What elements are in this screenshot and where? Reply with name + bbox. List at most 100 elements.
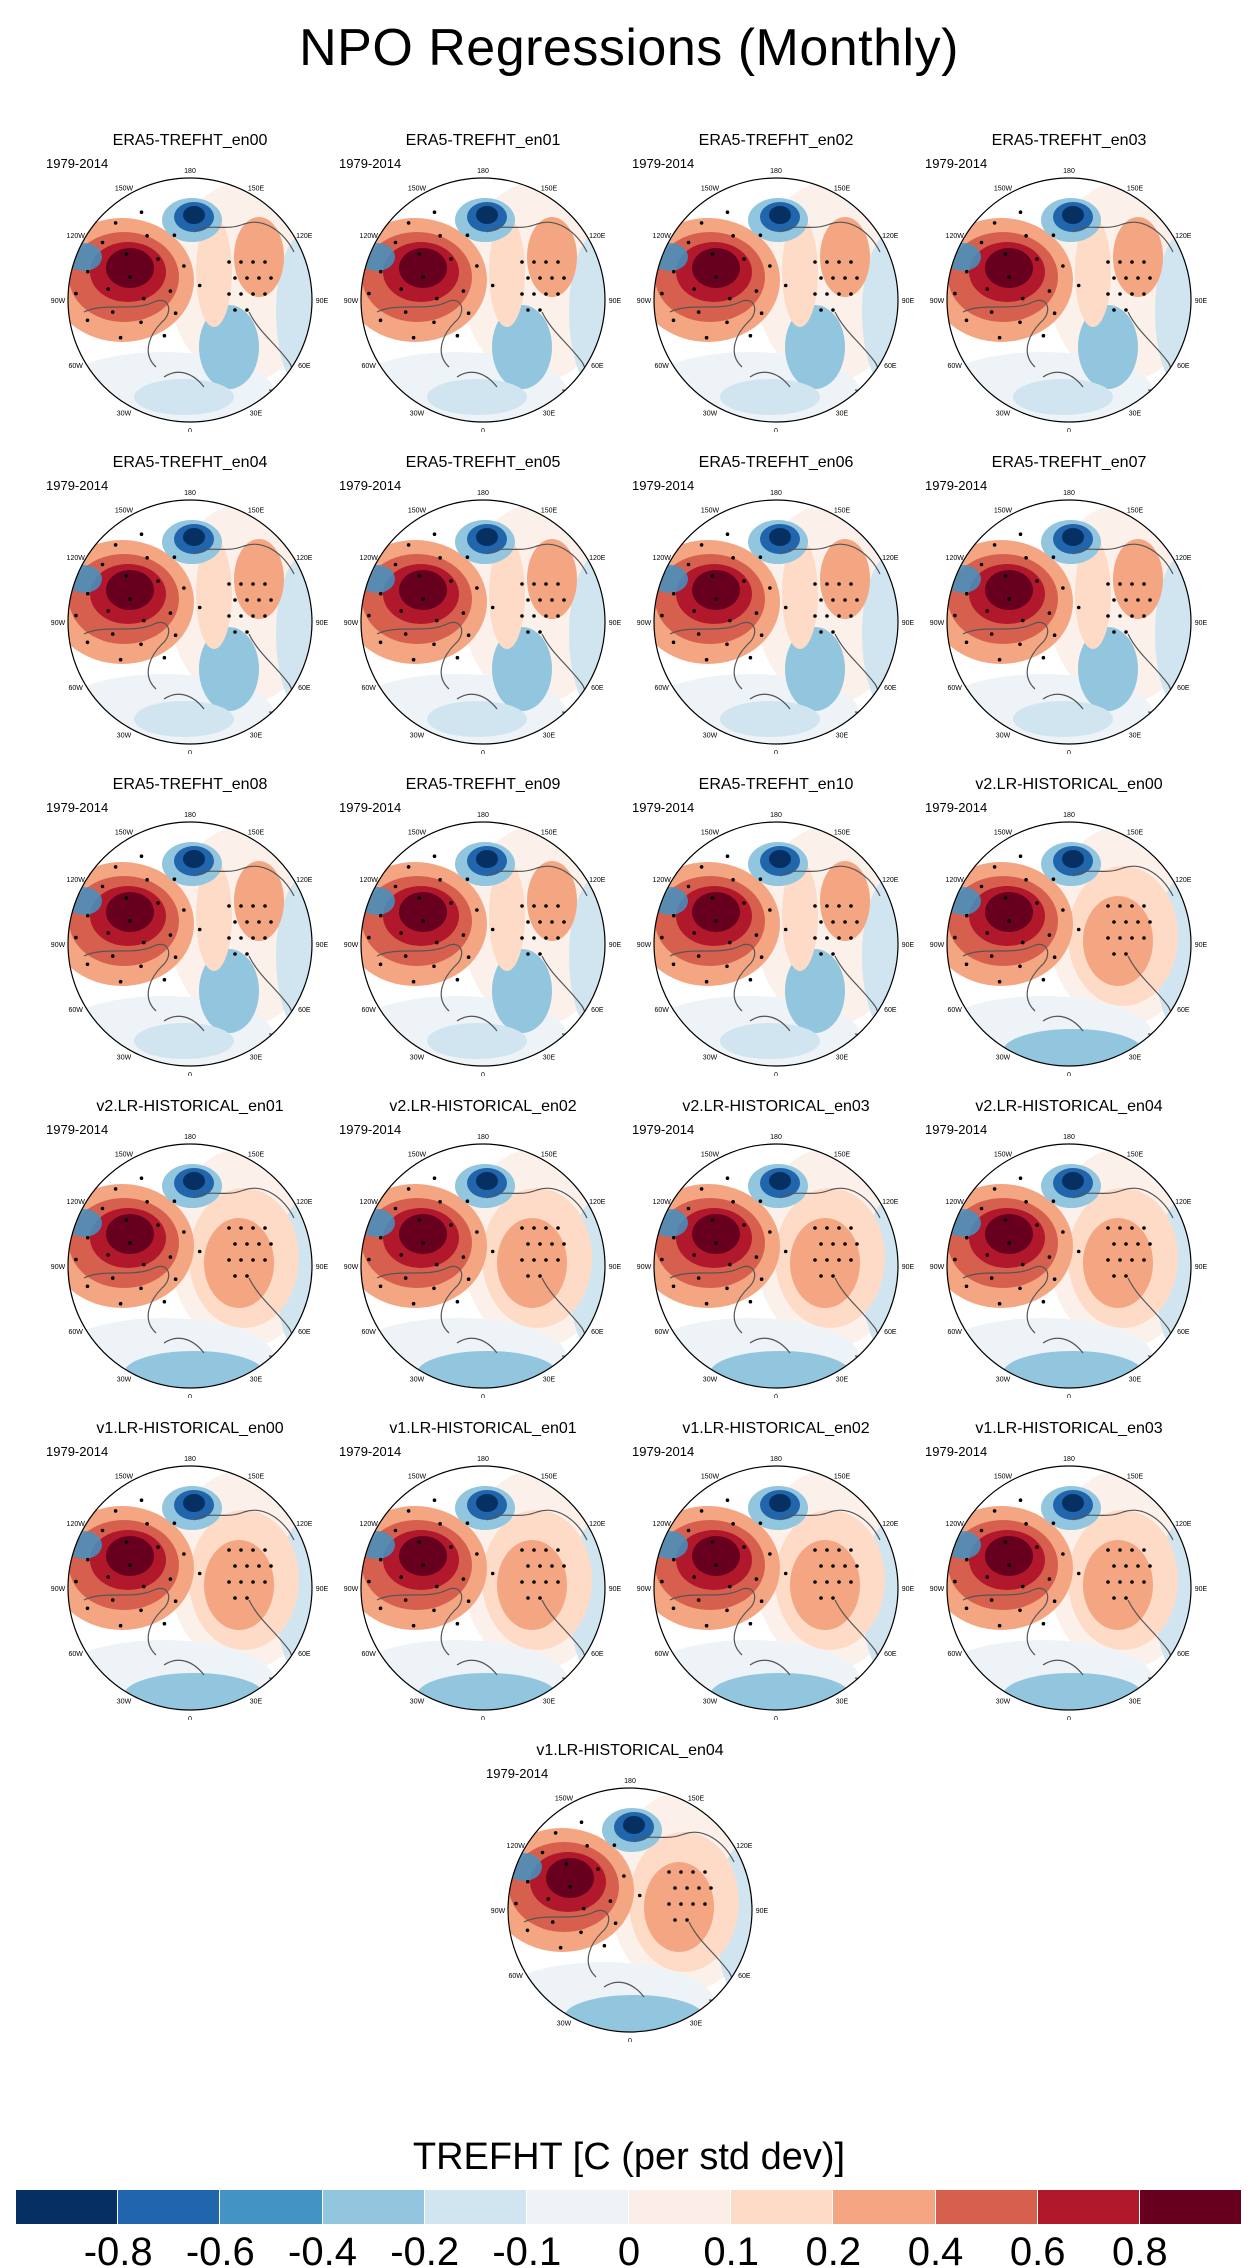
map-panel: ERA5-TREFHT_en00 1979-2014 180 150E 120E 90E 6… [44, 132, 336, 432]
longitude-label: 120W [360, 555, 379, 562]
longitude-label: 30W [117, 1377, 132, 1384]
longitude-label: 120W [946, 1521, 965, 1528]
longitude-label: 120E [736, 1843, 753, 1850]
longitude-label: 30E [836, 1377, 849, 1384]
longitude-label: 30W [410, 733, 425, 740]
longitude-label: 60E [298, 685, 311, 692]
longitude-label: 30E [1129, 1699, 1142, 1706]
longitude-label: 60E [1177, 1329, 1190, 1336]
longitude-label: 150W [994, 185, 1013, 192]
longitude-label: 150W [701, 1151, 720, 1158]
longitude-label: 150W [408, 507, 427, 514]
longitude-label: 120W [946, 233, 965, 240]
polar-map: 180 150E 120E 90E 60E 30E 0 30W 60W 90W 120W 150W [51, 490, 329, 754]
panel-period: 1979-2014 [486, 1766, 549, 1781]
longitude-label: 120E [296, 1521, 313, 1528]
longitude-label: 30W [117, 411, 132, 418]
longitude-label: 150E [1127, 1151, 1144, 1158]
map-panel: ERA5-TREFHT_en07 1979-2014 180 150E 120E 90E 6… [923, 454, 1215, 754]
longitude-label: 0 [628, 2038, 632, 2042]
colorbar-segment [526, 2190, 630, 2224]
longitude-label: 0 [774, 1394, 778, 1398]
longitude-label: 150W [994, 1473, 1013, 1480]
map-panel: v1.LR-HISTORICAL_en03 1979-2014 180 150E 120… [923, 1420, 1215, 1720]
longitude-label: 60W [947, 1007, 962, 1014]
longitude-label: 60E [591, 1329, 604, 1336]
panel-period: 1979-2014 [925, 800, 988, 815]
panel-title: ERA5-TREFHT_en10 [698, 776, 854, 793]
longitude-label: 180 [770, 812, 782, 819]
longitude-label: 60W [654, 685, 669, 692]
longitude-label: 90W [930, 1264, 945, 1271]
longitude-label: 180 [1063, 812, 1075, 819]
colorbar-segment [731, 2190, 834, 2224]
longitude-label: 90E [902, 298, 915, 305]
longitude-label: 30E [836, 411, 849, 418]
colorbar-segment [1037, 2190, 1140, 2224]
polar-map: 180 150E 120E 90E 60E 30E 0 30W 60W 90W 120W 150W [637, 490, 915, 754]
map-panel: v2.LR-HISTORICAL_en00 1979-2014 180 150E 120… [923, 776, 1215, 1076]
longitude-label: 150E [541, 829, 558, 836]
panel-title: ERA5-TREFHT_en02 [698, 132, 854, 149]
longitude-label: 60W [654, 1651, 669, 1658]
colorbar-tick-label: 0.8 [1112, 2230, 1168, 2268]
longitude-label: 120W [67, 233, 86, 240]
longitude-label: 90E [756, 1908, 769, 1915]
longitude-label: 90E [316, 1586, 329, 1593]
longitude-label: 90W [51, 942, 66, 949]
panel-title: v1.LR-HISTORICAL_en01 [389, 1420, 577, 1437]
colorbar-tick-label: -0.4 [288, 2230, 357, 2268]
longitude-label: 90W [344, 1586, 359, 1593]
longitude-label: 0 [481, 428, 485, 432]
longitude-label: 60W [68, 1651, 83, 1658]
longitude-label: 180 [1063, 168, 1075, 175]
longitude-label: 150W [115, 185, 134, 192]
panel-title: v2.LR-HISTORICAL_en01 [96, 1098, 284, 1115]
longitude-label: 150E [834, 507, 851, 514]
longitude-label: 60W [361, 1007, 376, 1014]
longitude-label: 150E [248, 1151, 265, 1158]
longitude-label: 120W [67, 1521, 86, 1528]
longitude-label: 90E [902, 1586, 915, 1593]
longitude-label: 0 [1067, 1394, 1071, 1398]
panel-period: 1979-2014 [46, 800, 109, 815]
longitude-label: 90W [51, 620, 66, 627]
longitude-label: 30E [543, 411, 556, 418]
map-panel: ERA5-TREFHT_en08 1979-2014 180 150E 120E 90E 6… [44, 776, 336, 1076]
longitude-label: 120W [653, 555, 672, 562]
panel-period: 1979-2014 [339, 800, 402, 815]
longitude-label: 60W [654, 1007, 669, 1014]
longitude-label: 30E [1129, 1055, 1142, 1062]
longitude-label: 150W [115, 1151, 134, 1158]
longitude-label: 120W [360, 1199, 379, 1206]
map-panel: v2.LR-HISTORICAL_en04 1979-2014 180 150E 120… [923, 1098, 1215, 1398]
map-panel: ERA5-TREFHT_en02 1979-2014 180 150E 120E 90E 6… [630, 132, 922, 432]
map-panel: ERA5-TREFHT_en03 1979-2014 180 150E 120E 90E 6… [923, 132, 1215, 432]
longitude-label: 150W [408, 829, 427, 836]
panel-title: v1.LR-HISTORICAL_en04 [536, 1742, 724, 1759]
panel-title: ERA5-TREFHT_en01 [405, 132, 561, 149]
longitude-label: 180 [770, 1134, 782, 1141]
longitude-label: 30E [1129, 411, 1142, 418]
longitude-label: 0 [188, 428, 192, 432]
longitude-label: 90W [344, 1264, 359, 1271]
longitude-label: 60E [298, 363, 311, 370]
polar-map: 180 150E 120E 90E 60E 30E 0 30W 60W 90W 120W 150W [930, 1456, 1208, 1720]
longitude-label: 90E [316, 620, 329, 627]
panel-period: 1979-2014 [339, 1122, 402, 1137]
longitude-label: 30W [996, 733, 1011, 740]
longitude-label: 150E [248, 1473, 265, 1480]
longitude-label: 60E [884, 685, 897, 692]
longitude-label: 90W [51, 1586, 66, 1593]
longitude-label: 90W [930, 1586, 945, 1593]
panel-period: 1979-2014 [339, 156, 402, 171]
map-panel: v2.LR-HISTORICAL_en03 1979-2014 180 150E 120… [630, 1098, 922, 1398]
longitude-label: 90W [637, 942, 652, 949]
longitude-label: 90E [316, 298, 329, 305]
longitude-label: 60E [298, 1651, 311, 1658]
panel-title: v1.LR-HISTORICAL_en00 [96, 1420, 284, 1437]
longitude-label: 120W [67, 555, 86, 562]
longitude-label: 90E [1195, 298, 1208, 305]
longitude-label: 30W [410, 1055, 425, 1062]
longitude-label: 30E [543, 1699, 556, 1706]
